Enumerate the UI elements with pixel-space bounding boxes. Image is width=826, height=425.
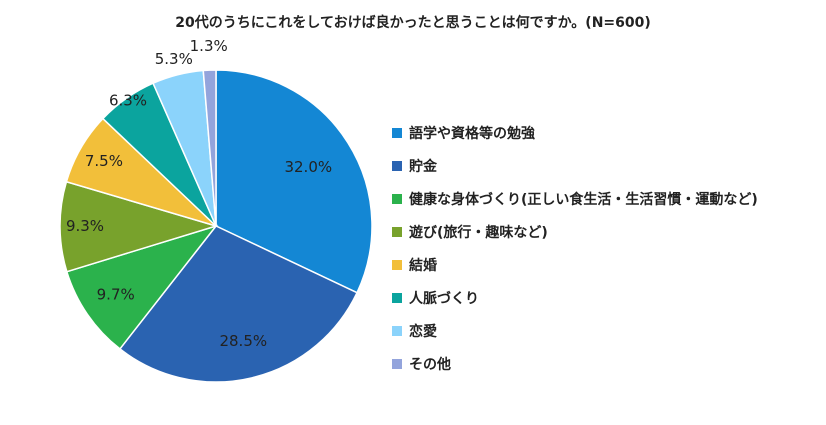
legend: 語学や資格等の勉強 貯金健康な身体づくり(正しい食生活・生活習慣・運動など) 遊び(… xyxy=(392,116,758,380)
pie-data-label: 28.5% xyxy=(219,332,267,350)
legend-item: 結婚 xyxy=(392,248,758,281)
legend-label: 人脈づくり xyxy=(409,290,479,307)
legend-label: 遊び(旅行・趣味など) xyxy=(409,224,548,241)
legend-swatch xyxy=(392,193,402,204)
pie-data-label: 9.3% xyxy=(66,217,104,235)
pie-data-label: 32.0% xyxy=(284,158,332,176)
legend-swatch xyxy=(392,160,402,171)
pie-slice xyxy=(59,180,219,273)
legend-item: 貯金 xyxy=(392,149,758,182)
pie-slice xyxy=(65,224,219,350)
legend-label: 健康な身体づくり(正しい食生活・生活習慣・運動など) xyxy=(409,191,758,208)
legend-swatch xyxy=(392,325,402,336)
pie-slices xyxy=(59,69,373,383)
legend-label: 貯金 xyxy=(409,158,437,175)
legend-item: 遊び(旅行・趣味など) xyxy=(392,215,758,248)
legend-item: その他 xyxy=(392,347,758,380)
pie-data-labels: 32.0% 28.5% 9.7% 9.3% 7.5% 6.3% 5.3%1.3% xyxy=(66,37,332,350)
legend-swatch xyxy=(392,226,402,237)
legend-item: 語学や資格等の勉強 xyxy=(392,116,758,149)
pie-data-label: 5.3% xyxy=(155,50,193,68)
legend-label: 語学や資格等の勉強 xyxy=(409,125,535,142)
legend-swatch xyxy=(392,127,402,138)
pie-slice xyxy=(202,69,217,227)
pie-slice xyxy=(118,225,359,383)
legend-label: 恋愛 xyxy=(409,323,437,340)
legend-swatch xyxy=(392,358,402,369)
legend-swatch xyxy=(392,259,402,270)
legend-item: 恋愛 xyxy=(392,314,758,347)
chart-title: 20代のうちにこれをしておけば良かったと思うことは何ですか。(N=600) xyxy=(175,15,651,31)
pie-data-label: 6.3% xyxy=(109,92,147,110)
pie-data-label: 9.7% xyxy=(97,285,135,303)
pie-data-label: 7.5% xyxy=(85,152,123,170)
legend-label: その他 xyxy=(409,356,451,373)
pie-slice xyxy=(215,69,373,294)
legend-item: 健康な身体づくり(正しい食生活・生活習慣・運動など) xyxy=(392,182,758,215)
pie-data-label: 1.3% xyxy=(190,37,228,55)
legend-swatch xyxy=(392,292,402,303)
legend-item: 人脈づくり xyxy=(392,281,758,314)
legend-label: 結婚 xyxy=(409,257,437,274)
